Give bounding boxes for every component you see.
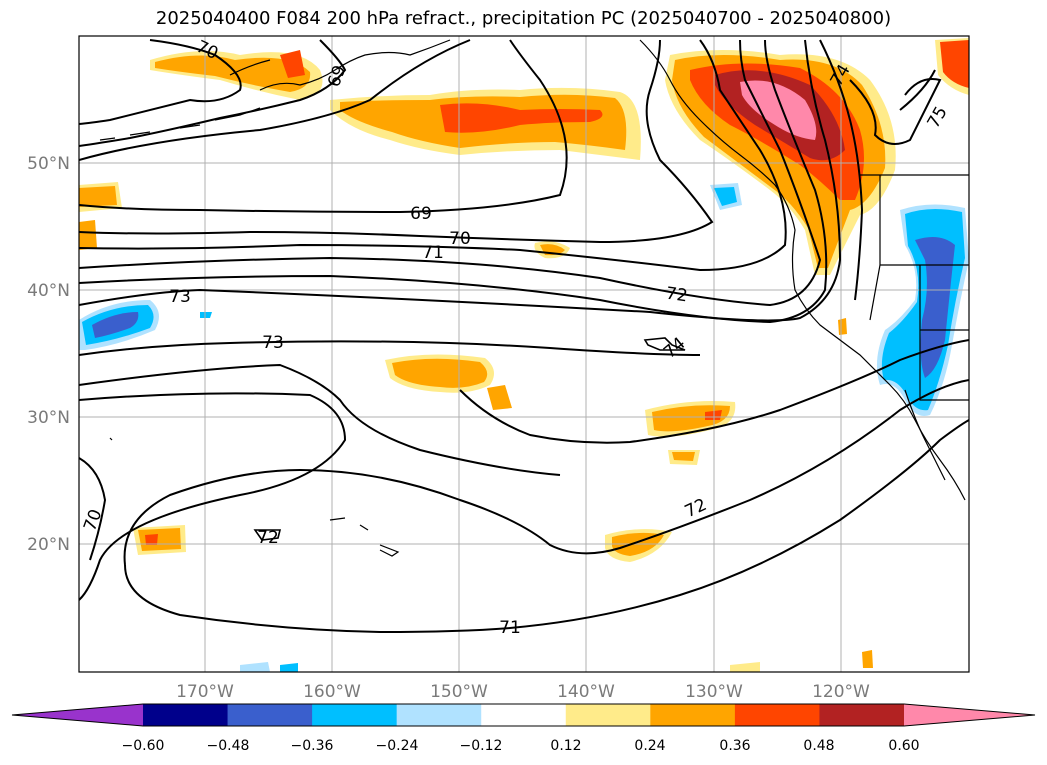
colorbar-segment xyxy=(481,704,567,726)
colorbar-tick-label: 0.48 xyxy=(803,738,834,754)
contour-label: 71 xyxy=(499,618,521,638)
colorbar-segment xyxy=(227,704,313,726)
contour-label: 73 xyxy=(169,287,191,307)
lon-label: 130°W xyxy=(685,682,743,702)
colorbar-segment xyxy=(143,704,229,726)
map-area: 70 69 69 70 71 73 73 72 74 72 72 71 70 7… xyxy=(79,36,969,672)
lon-label: 160°W xyxy=(303,682,361,702)
lat-label: 30°N xyxy=(27,408,70,428)
contour-label: 69 xyxy=(410,204,432,224)
map-frame xyxy=(78,35,970,673)
colorbar-tick-label: −0.60 xyxy=(122,738,165,754)
colorbar-segment xyxy=(734,704,820,726)
colorbar-segment xyxy=(650,704,736,726)
graticule xyxy=(79,36,969,672)
contour-label: 72 xyxy=(257,528,279,548)
colorbar-tick-label: −0.48 xyxy=(207,738,250,754)
contour-label: 73 xyxy=(262,333,284,353)
colorbar-tick-label: −0.12 xyxy=(460,738,503,754)
colorbar-tick-label: −0.36 xyxy=(291,738,334,754)
colorbar-extend-high xyxy=(904,704,1035,726)
colorbar-segment xyxy=(819,704,905,726)
contour-label: 72 xyxy=(665,284,689,307)
colorbar-tick-label: 0.12 xyxy=(550,738,581,754)
lon-label: 170°W xyxy=(176,682,234,702)
colorbar-tick-label: 0.36 xyxy=(719,738,750,754)
colorbar-tick-label: 0.60 xyxy=(888,738,919,754)
lon-label: 150°W xyxy=(430,682,488,702)
colorbar-tick-label: −0.24 xyxy=(376,738,419,754)
contour-label: 70 xyxy=(449,229,471,249)
lat-label: 50°N xyxy=(27,154,70,174)
colorbar-ticks: −0.60 −0.48 −0.36 −0.24 −0.12 0.12 0.24 … xyxy=(122,738,920,754)
refractivity-contours xyxy=(79,39,969,634)
contour-label: 71 xyxy=(422,243,444,263)
colorbar-extend-low xyxy=(12,704,143,726)
colorbar-segment xyxy=(396,704,482,726)
lat-label: 20°N xyxy=(27,535,70,555)
colorbar-segments xyxy=(143,704,905,726)
longitude-labels: 170°W 160°W 150°W 140°W 130°W 120°W xyxy=(176,682,870,702)
lon-label: 120°W xyxy=(812,682,870,702)
colorbar: −0.60 −0.48 −0.36 −0.24 −0.12 0.12 0.24 … xyxy=(11,703,1036,754)
latitude-labels: 50°N 40°N 30°N 20°N xyxy=(27,154,70,555)
lon-label: 140°W xyxy=(557,682,615,702)
colorbar-segment xyxy=(565,704,651,726)
colorbar-tick-label: 0.24 xyxy=(634,738,665,754)
coastlines xyxy=(99,39,969,557)
map-title: 2025040400 F084 200 hPa refract., precip… xyxy=(155,8,892,29)
colorbar-outline xyxy=(11,703,1036,727)
lat-label: 40°N xyxy=(27,281,70,301)
colorbar-segment xyxy=(312,704,398,726)
